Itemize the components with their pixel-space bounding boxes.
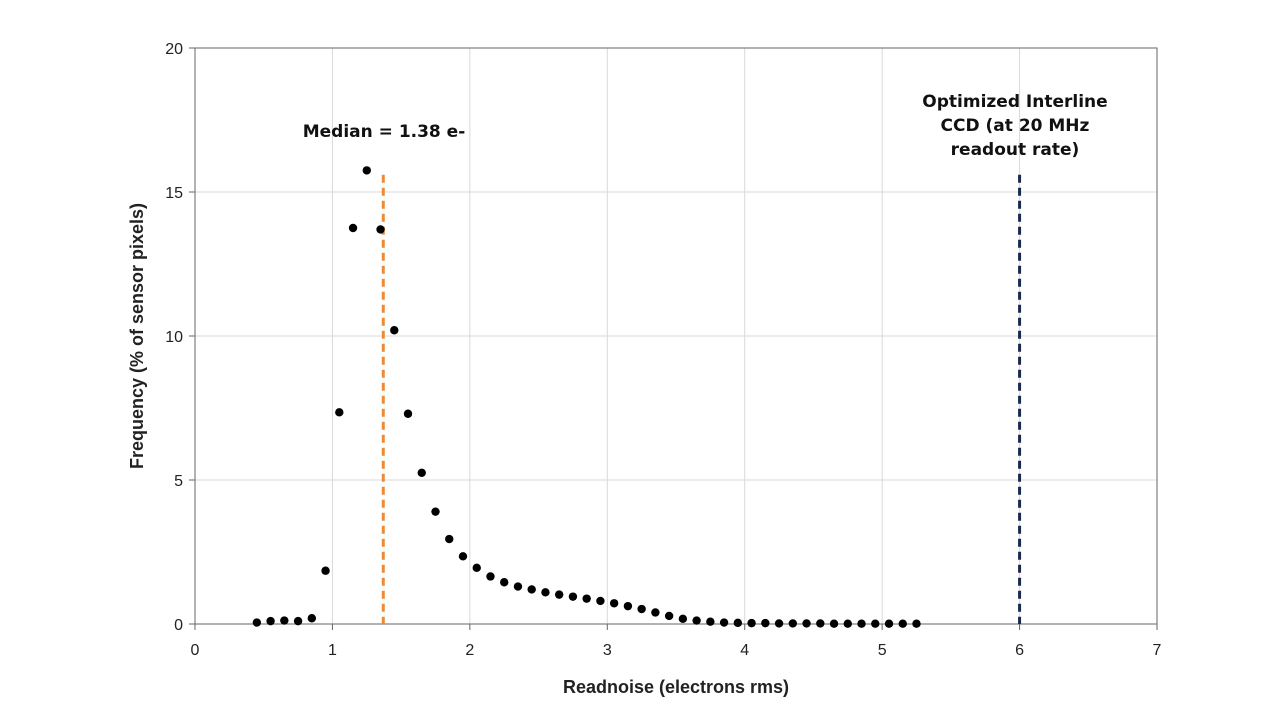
data-point	[513, 582, 523, 591]
data-point	[458, 552, 468, 561]
data-point	[898, 619, 907, 628]
data-point	[252, 618, 262, 627]
ccd-label-line: CCD (at 20 MHz	[941, 116, 1090, 136]
y-tick-label: 0	[174, 617, 183, 634]
data-point	[472, 563, 481, 573]
data-point	[692, 616, 701, 625]
data-point	[486, 572, 495, 581]
data-point	[280, 616, 289, 625]
data-point	[417, 468, 426, 477]
data-point	[706, 617, 715, 626]
data-point	[664, 611, 674, 621]
x-tick-label: 2	[465, 642, 474, 659]
x-tick-label: 3	[603, 642, 612, 659]
data-point	[568, 592, 578, 601]
data-point	[307, 614, 317, 623]
data-point	[376, 225, 385, 234]
data-point	[637, 604, 646, 614]
x-tick-label: 0	[191, 642, 200, 659]
data-point	[802, 619, 811, 628]
data-point	[445, 534, 454, 544]
data-point	[719, 618, 729, 627]
x-tick-label: 1	[328, 642, 337, 659]
data-point	[788, 619, 798, 628]
data-point	[609, 599, 619, 608]
data-point	[747, 618, 756, 628]
data-point	[582, 594, 591, 603]
data-point	[843, 619, 852, 628]
data-point	[362, 166, 371, 175]
data-point	[829, 619, 839, 628]
reference-lines	[381, 174, 1022, 624]
x-tick-label: 4	[740, 642, 749, 659]
y-tick-label: 10	[165, 329, 183, 346]
data-point	[266, 616, 275, 626]
data-point	[871, 619, 880, 628]
y-axis-title: Frequency (% of sensor pixels)	[127, 203, 147, 469]
data-point	[403, 409, 413, 418]
data-point	[857, 619, 866, 628]
x-tick-label: 6	[1015, 642, 1024, 659]
y-tick-label: 20	[165, 41, 183, 58]
data-point	[678, 614, 688, 624]
data-point	[321, 566, 330, 575]
data-point	[596, 596, 605, 606]
y-tick-label: 5	[174, 473, 183, 490]
data-point	[651, 608, 660, 617]
median-label: Median = 1.38 e-	[303, 122, 466, 142]
ccd-label-line: Optimized Interline	[922, 92, 1107, 112]
x-axis-ticks: 0 1 2 3 4 5 6 7	[191, 624, 1162, 659]
y-axis-ticks: 0 5 10 15 20	[165, 41, 195, 634]
data-point	[541, 588, 550, 597]
data-point	[500, 578, 509, 587]
data-point	[390, 326, 399, 335]
x-axis-title: Readnoise (electrons rms)	[563, 677, 789, 697]
data-point	[816, 619, 825, 628]
data-point	[912, 619, 921, 628]
data-point	[348, 223, 358, 233]
data-point	[527, 585, 536, 594]
data-point	[554, 590, 564, 599]
annotations: Median = 1.38 e- Optimized Interline CCD (…	[303, 92, 1108, 160]
data-point	[884, 619, 894, 628]
data-points	[252, 166, 921, 628]
y-tick-label: 15	[165, 185, 183, 202]
data-point	[623, 601, 633, 611]
data-point	[431, 507, 440, 516]
data-point	[293, 616, 303, 626]
data-point	[335, 408, 344, 417]
ccd-label-line: readout rate)	[951, 140, 1080, 160]
data-point	[761, 618, 770, 628]
data-point	[733, 618, 743, 628]
x-tick-label: 7	[1153, 642, 1162, 659]
data-point	[774, 619, 784, 628]
x-tick-label: 5	[878, 642, 887, 659]
